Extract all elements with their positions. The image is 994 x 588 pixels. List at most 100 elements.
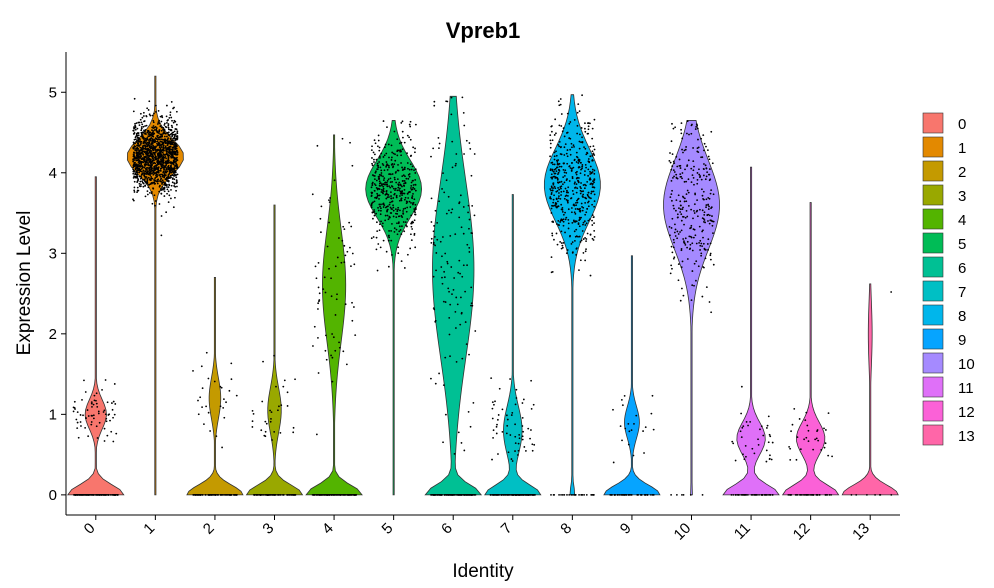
data-point: [378, 155, 381, 158]
data-point: [373, 183, 376, 185]
data-point: [414, 208, 416, 211]
data-point: [394, 189, 396, 192]
data-point: [378, 184, 381, 187]
data-point: [373, 139, 376, 142]
data-point: [170, 124, 173, 127]
data-point: [373, 189, 376, 192]
data-point: [586, 208, 589, 210]
data-point: [385, 190, 388, 193]
data-point: [561, 208, 564, 211]
data-point: [112, 440, 115, 443]
data-point: [324, 291, 327, 294]
data-point: [683, 240, 685, 243]
data-point: [160, 146, 163, 148]
data-point: [692, 160, 695, 163]
data-point: [701, 295, 704, 298]
data-point: [174, 160, 177, 163]
data-point: [173, 175, 175, 177]
data-point: [578, 160, 581, 163]
data-point: [133, 186, 136, 189]
data-point: [463, 449, 466, 452]
data-point: [72, 406, 75, 409]
violin-4: [305, 134, 363, 496]
data-point: [95, 392, 98, 395]
data-point: [676, 165, 679, 168]
data-point: [557, 171, 560, 174]
data-point: [441, 255, 443, 258]
data-point: [680, 122, 683, 125]
data-point: [522, 430, 525, 433]
data-point: [585, 166, 587, 169]
data-point: [201, 387, 204, 390]
data-point: [392, 197, 395, 199]
data-point: [651, 493, 654, 496]
data-point: [696, 215, 699, 218]
x-tick-label: 6: [438, 520, 456, 538]
data-point: [375, 158, 378, 161]
data-point: [550, 193, 553, 196]
data-point: [707, 220, 709, 222]
data-point: [317, 261, 320, 264]
data-point: [382, 183, 385, 185]
data-point: [746, 493, 749, 496]
data-point: [591, 137, 594, 140]
data-point: [807, 440, 810, 443]
data-point: [388, 236, 391, 239]
data-point: [398, 230, 401, 233]
data-point: [163, 149, 165, 152]
data-point: [589, 183, 592, 186]
data-point: [383, 146, 386, 149]
data-point: [398, 181, 401, 184]
data-point: [171, 174, 174, 176]
data-point: [644, 426, 647, 429]
data-point: [135, 164, 138, 167]
data-point: [375, 212, 378, 215]
data-point: [197, 413, 200, 416]
data-point: [326, 245, 329, 248]
data-point: [812, 493, 815, 496]
data-point: [444, 413, 447, 416]
data-point: [575, 161, 578, 163]
data-point: [565, 194, 568, 197]
data-point: [276, 493, 279, 496]
data-point: [410, 168, 413, 171]
data-point: [412, 193, 414, 195]
data-point: [467, 410, 470, 413]
data-point: [406, 225, 408, 228]
data-point: [136, 139, 138, 142]
data-point: [565, 191, 568, 194]
data-point: [251, 409, 254, 412]
data-point: [811, 493, 814, 496]
data-point: [166, 139, 169, 142]
data-point: [143, 120, 145, 123]
data-point: [168, 116, 171, 119]
data-point: [403, 180, 406, 182]
data-point: [592, 190, 595, 193]
data-point: [414, 213, 417, 216]
data-point: [149, 174, 152, 177]
legend-key-12: [922, 400, 944, 422]
data-point: [593, 148, 596, 151]
points-13: [850, 291, 893, 496]
data-point: [671, 217, 674, 220]
data-point: [144, 164, 146, 167]
data-point: [568, 493, 571, 496]
data-point: [157, 131, 160, 133]
data-point: [376, 187, 379, 190]
data-point: [554, 201, 557, 204]
data-point: [153, 179, 155, 181]
data-point: [558, 170, 561, 172]
data-point: [493, 403, 495, 406]
data-point: [139, 112, 142, 115]
data-point: [532, 403, 535, 406]
data-point: [171, 119, 173, 122]
data-point: [148, 164, 151, 167]
data-point: [90, 401, 93, 404]
x-tick-label: 4: [319, 520, 337, 538]
data-point: [577, 235, 579, 238]
data-point: [377, 166, 380, 169]
data-point: [381, 183, 383, 186]
data-point: [194, 493, 197, 496]
data-point: [591, 219, 593, 222]
data-point: [687, 191, 690, 194]
